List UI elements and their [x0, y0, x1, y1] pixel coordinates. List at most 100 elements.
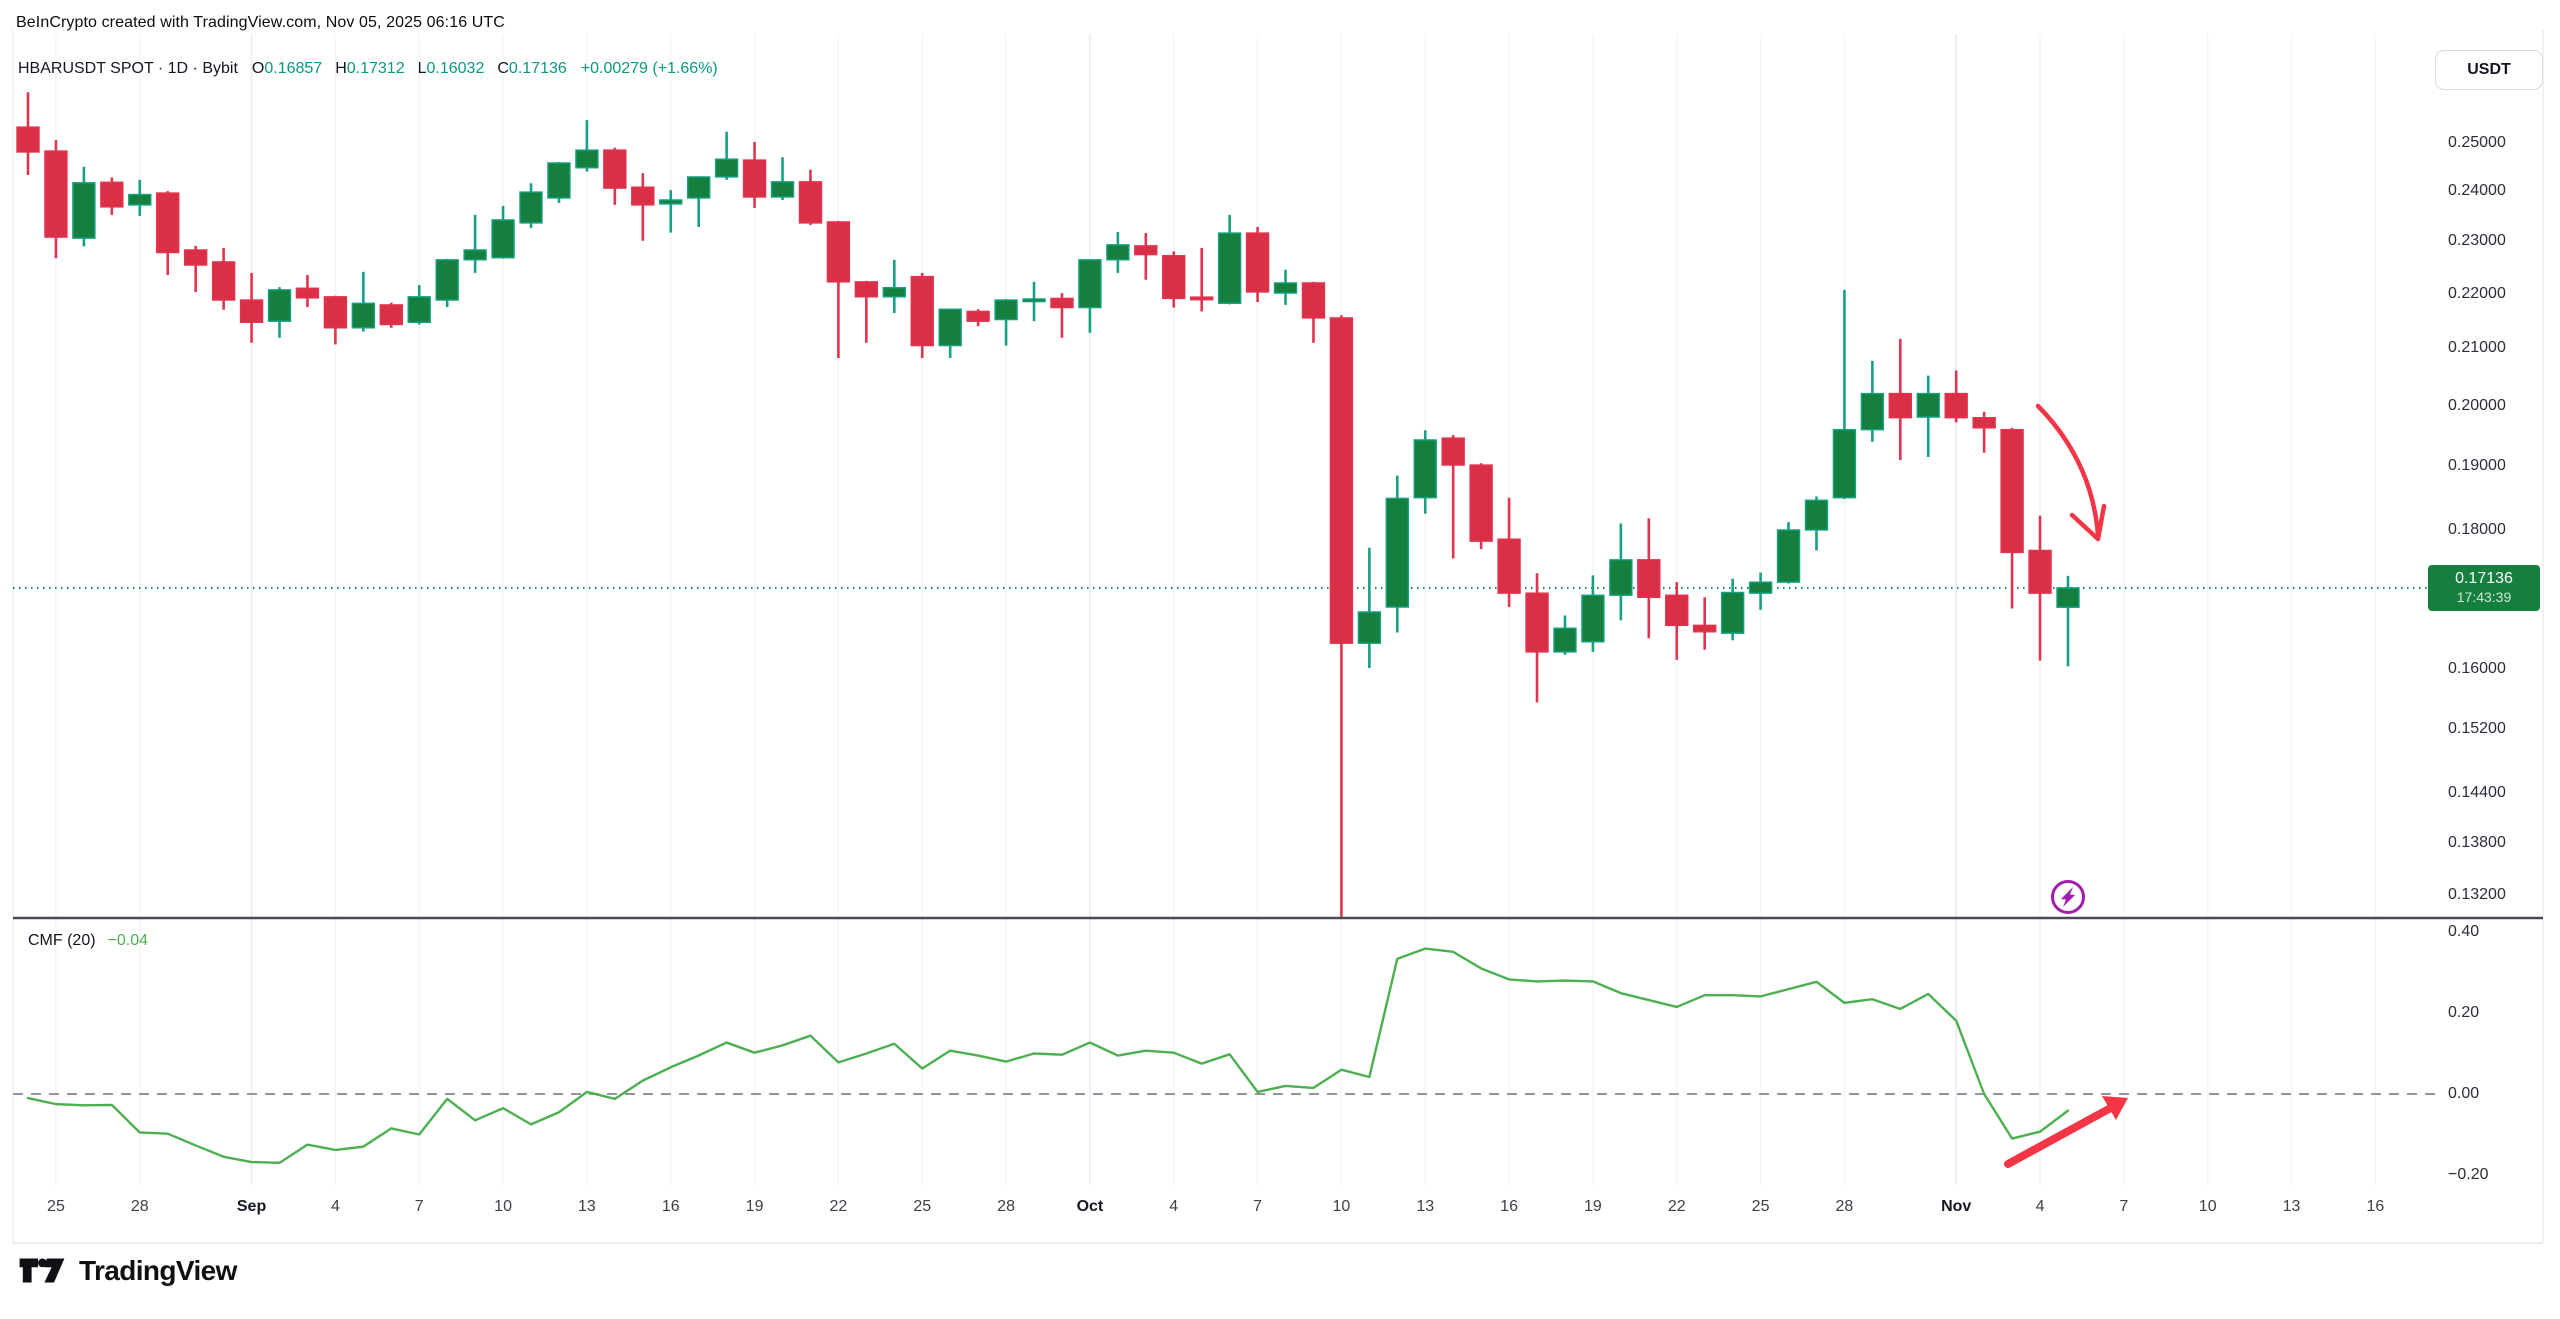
price-tick-label: 0.20000: [2448, 396, 2506, 414]
date-tick-label: 4: [1169, 1198, 1179, 1215]
candle-body: [1748, 581, 1773, 594]
candle-body: [379, 304, 403, 326]
indicator-legend: CMF (20) −0.04: [28, 932, 148, 950]
date-tick-label: 28: [997, 1198, 1015, 1215]
candle-body: [2000, 428, 2024, 554]
candle-body: [1245, 232, 1270, 293]
up-arrow-head-icon: [2102, 1096, 2128, 1120]
symbol-title: HBARUSDT SPOT · 1D · Bybit: [18, 60, 238, 77]
candle-body: [100, 181, 124, 208]
candle-body: [211, 261, 236, 301]
candle-body: [603, 149, 627, 189]
candle-body: [44, 150, 68, 238]
date-tick-label: 7: [1253, 1198, 1263, 1215]
candle-body: [72, 182, 96, 239]
date-tick-label: 13: [1416, 1198, 1435, 1215]
date-tick-label: 16: [1500, 1198, 1518, 1215]
candle-body: [295, 287, 320, 299]
change-value: +0.00279 (+1.66%): [580, 60, 718, 77]
candle-body: [1134, 245, 1158, 256]
cmf-tick-label: 0.20: [2448, 1004, 2480, 1021]
candle-body: [407, 296, 431, 324]
date-tick-label: 25: [1751, 1198, 1770, 1215]
date-tick-label: 19: [745, 1198, 764, 1215]
indicator-name: CMF (20): [28, 932, 96, 949]
candle-body: [1189, 296, 1214, 301]
candle-body: [547, 162, 571, 199]
date-tick-label: 10: [1332, 1198, 1351, 1215]
last-price-label: 0.17136 17:43:39: [2428, 565, 2540, 611]
date-tick-label: Sep: [236, 1198, 267, 1215]
candle-body: [1357, 611, 1382, 644]
candle-body: [323, 296, 348, 329]
candle-body: [519, 191, 543, 224]
candle-body: [686, 176, 711, 199]
candle-body: [1106, 244, 1130, 261]
up-arrow-annotation: [2004, 1100, 2122, 1168]
date-tick-label: 10: [2198, 1198, 2217, 1215]
date-tick-label: 25: [47, 1198, 65, 1215]
candle-body: [267, 289, 292, 322]
candle-body: [1553, 627, 1577, 653]
candle-body: [1665, 594, 1689, 627]
candle-body: [1888, 392, 1913, 419]
date-tick-label: 25: [913, 1198, 932, 1215]
ohlc-token: L0.16032: [417, 60, 485, 77]
candle-body: [1944, 392, 1968, 419]
candle-body: [910, 275, 934, 347]
candle-body: [435, 259, 459, 301]
last-price-value: 0.17136: [2455, 570, 2513, 588]
currency-toggle-button[interactable]: USDT: [2435, 50, 2543, 90]
candle-body: [1022, 298, 1046, 303]
price-tick-label: 0.24000: [2448, 182, 2506, 200]
candle-body: [351, 302, 376, 329]
candle-body: [1776, 529, 1801, 583]
attribution-header: BeInCrypto created with TradingView.com,…: [16, 14, 505, 31]
candle-body: [798, 181, 823, 224]
down-arrow-annotation: [2035, 403, 2101, 538]
ohlc-token: H0.17312: [335, 60, 405, 77]
lightning-bolt-icon: [2061, 887, 2075, 907]
date-tick-label: 4: [330, 1198, 340, 1215]
date-tick-label: 13: [2282, 1198, 2301, 1215]
cmf-line: [26, 947, 2070, 1165]
candle-body: [1525, 592, 1549, 653]
symbol-legend: HBARUSDT SPOT · 1D · Bybit O0.16857 H0.17…: [18, 60, 718, 78]
candle-body: [2056, 587, 2080, 608]
candle-body: [1720, 591, 1745, 634]
tradingview-logo[interactable]: TradingView: [18, 1254, 237, 1287]
candle-body: [1050, 297, 1074, 309]
candle-body: [966, 310, 990, 322]
date-tick-label: Oct: [1076, 1198, 1104, 1215]
price-tick-label: 0.19000: [2448, 457, 2506, 475]
date-tick-label: 22: [829, 1198, 848, 1215]
tradingview-wordmark: TradingView: [79, 1254, 237, 1286]
candle-body: [631, 186, 655, 206]
date-tick-label: 16: [661, 1198, 680, 1215]
candle-body: [1972, 417, 1996, 429]
candle-body: [128, 193, 152, 206]
candle-body: [183, 249, 208, 266]
candle-body: [1692, 624, 1717, 633]
lightning-circle-icon: [2051, 880, 2085, 914]
price-tick-label: 0.13200: [2448, 886, 2506, 904]
price-tick-label: 0.14400: [2448, 783, 2506, 801]
cmf-tick-label: −0.20: [2448, 1166, 2489, 1183]
candle-body: [1441, 437, 1465, 466]
ohlc-token: C0.17136: [497, 60, 567, 77]
candle-body: [16, 126, 40, 153]
tradingview-logo-icon: [19, 1258, 65, 1283]
candle-body: [1832, 428, 1857, 499]
cmf-tick-label: 0.40: [2448, 923, 2480, 940]
candle-body: [1385, 497, 1410, 608]
price-tick-label: 0.23000: [2448, 232, 2506, 250]
candle-body: [463, 249, 487, 261]
candle-body: [994, 299, 1018, 321]
down-arrow-head-icon: [2069, 503, 2107, 542]
candle-body: [1273, 282, 1298, 294]
date-tick-label: Nov: [1941, 1198, 1972, 1215]
date-tick-label: 10: [494, 1198, 512, 1215]
date-tick-label: 28: [130, 1198, 149, 1215]
candle-body: [854, 281, 879, 298]
